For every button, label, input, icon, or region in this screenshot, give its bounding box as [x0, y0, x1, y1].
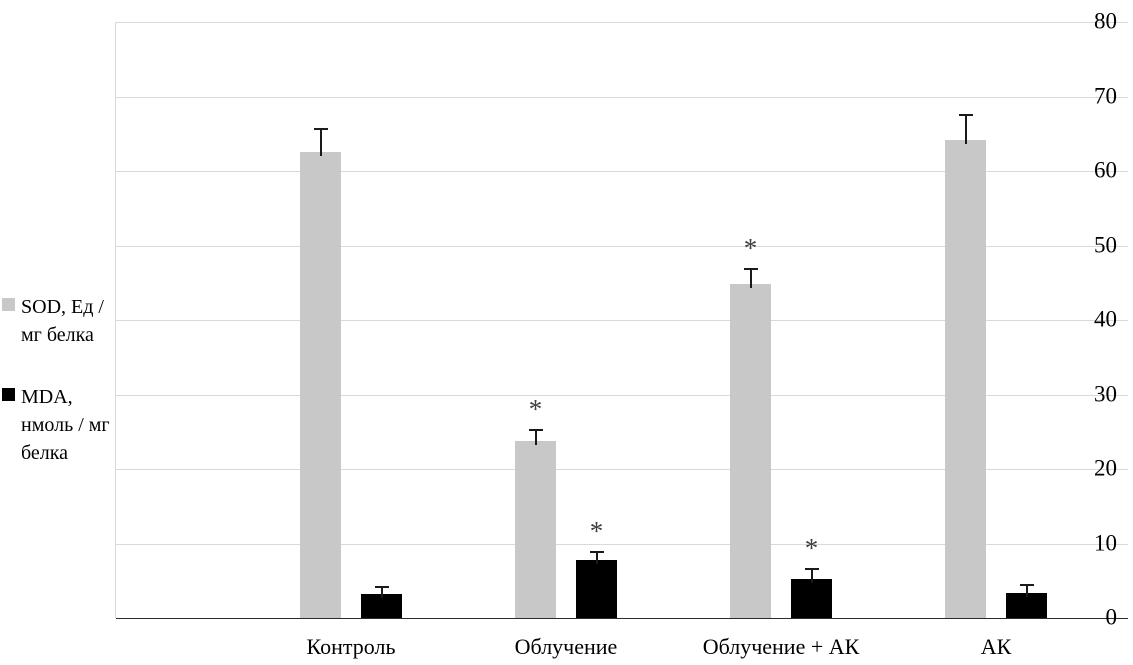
- error-cap-mda-3: [1019, 583, 1034, 586]
- significance-marker-sod-2: *: [743, 232, 758, 263]
- bar-mda-2: [791, 579, 832, 618]
- y-tick-label-0: 0: [1105, 604, 1118, 630]
- error-cap-sod-2: [743, 267, 758, 270]
- legend-swatch-0: [2, 298, 15, 311]
- error-bar-sod-3: [964, 114, 967, 144]
- error-cap-mda-1: [589, 550, 604, 553]
- bar-mda-3: [1006, 592, 1047, 618]
- x-category-label-2: Облучение + АК: [702, 634, 860, 659]
- legend-item-0: SOD, Ед / мг белка: [2, 293, 114, 349]
- error-bar-sod-1: [534, 428, 537, 445]
- bar-mda-1: [576, 559, 617, 618]
- chart-legend: SOD, Ед / мг белка MDA, нмоль / мг белка: [2, 293, 114, 467]
- error-bar-mda-1: [595, 550, 598, 564]
- error-bar-mda-3: [1025, 583, 1028, 597]
- gridline-30: [116, 394, 1128, 396]
- gridline-10: [116, 543, 1128, 545]
- y-tick-label-80: 80: [1094, 8, 1117, 34]
- error-bar-sod-0: [319, 127, 322, 157]
- legend-label-1: MDA, нмоль / мг белка: [21, 386, 110, 464]
- x-category-label-0: Контроль: [306, 634, 396, 659]
- error-bar-mda-0: [380, 585, 383, 599]
- gridline-50: [116, 245, 1128, 247]
- x-axis-line: [116, 618, 1128, 619]
- x-category-label-1: Облучение: [514, 634, 618, 659]
- error-bar-mda-2: [810, 568, 813, 584]
- error-cap-sod-1: [528, 428, 543, 431]
- legend-item-1: MDA, нмоль / мг белка: [2, 383, 114, 467]
- error-cap-sod-3: [958, 114, 973, 117]
- legend-label-0: SOD, Ед / мг белка: [21, 296, 104, 346]
- error-cap-mda-2: [804, 568, 819, 571]
- gridline-60: [116, 171, 1128, 172]
- gridline-70: [116, 96, 1128, 98]
- y-tick-label-70: 70: [1094, 82, 1117, 108]
- significance-marker-sod-1: *: [528, 393, 543, 424]
- y-tick-label-50: 50: [1094, 231, 1117, 257]
- legend-swatch-1: [2, 388, 15, 401]
- error-bar-sod-2: [749, 267, 752, 289]
- gridline-80: [116, 22, 1128, 23]
- x-category-label-3: АК: [980, 634, 1012, 659]
- y-tick-label-30: 30: [1094, 380, 1117, 406]
- y-tick-label-60: 60: [1094, 157, 1117, 183]
- error-cap-mda-0: [374, 585, 389, 588]
- bar-sod-2: [730, 284, 771, 618]
- significance-marker-mda-2: *: [804, 533, 819, 564]
- bar-sod-1: [515, 440, 556, 618]
- y-tick-label-10: 10: [1094, 529, 1117, 555]
- bar-sod-0: [300, 152, 341, 618]
- plot-area: 0 10 20 30 40 50 60 70 80 * * * * Контроль Облучение…: [115, 8, 1128, 659]
- y-tick-label-40: 40: [1094, 306, 1117, 332]
- bar-sod-3: [945, 139, 986, 618]
- significance-marker-mda-1: *: [589, 515, 604, 546]
- bar-mda-0: [361, 594, 402, 618]
- y-tick-label-20: 20: [1094, 455, 1117, 481]
- gridline-20: [116, 469, 1128, 470]
- error-cap-sod-0: [313, 127, 328, 130]
- gridline-40: [116, 320, 1128, 321]
